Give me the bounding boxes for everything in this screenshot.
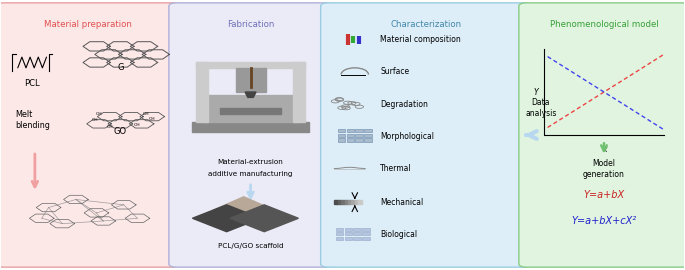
FancyBboxPatch shape: [321, 3, 532, 267]
Bar: [355, 200, 358, 204]
FancyBboxPatch shape: [169, 3, 332, 267]
Bar: [336, 232, 343, 235]
Text: Material-extrusion: Material-extrusion: [218, 159, 284, 165]
Text: Mechanical: Mechanical: [380, 198, 423, 207]
FancyBboxPatch shape: [220, 108, 282, 113]
Text: Material composition: Material composition: [380, 35, 461, 44]
Text: GO: GO: [114, 127, 127, 136]
Text: Y: Y: [534, 87, 538, 96]
Text: OH: OH: [106, 125, 113, 129]
Bar: [362, 232, 370, 235]
Text: Thermal: Thermal: [380, 164, 412, 173]
Text: G: G: [117, 63, 123, 72]
Text: OH: OH: [142, 112, 149, 116]
Text: Data
analysis: Data analysis: [525, 98, 556, 118]
Bar: [347, 139, 354, 142]
FancyBboxPatch shape: [519, 3, 685, 267]
Text: Biological: Biological: [380, 230, 417, 239]
Text: Melt
blending: Melt blending: [16, 110, 51, 130]
Bar: [196, 62, 208, 122]
Text: Model
generation: Model generation: [583, 158, 625, 179]
Bar: [236, 68, 266, 92]
Bar: [196, 62, 306, 68]
Bar: [358, 200, 362, 204]
Bar: [353, 228, 361, 231]
Bar: [338, 139, 345, 142]
Bar: [345, 228, 352, 231]
Bar: [364, 139, 372, 142]
FancyBboxPatch shape: [0, 3, 179, 267]
Bar: [351, 200, 355, 204]
Bar: [336, 228, 343, 231]
Text: Morphological: Morphological: [380, 132, 434, 141]
Bar: [348, 200, 351, 204]
Bar: [356, 129, 363, 132]
Text: OH: OH: [134, 123, 140, 127]
Bar: [338, 134, 345, 137]
Text: Fabrication: Fabrication: [227, 20, 274, 29]
Polygon shape: [192, 205, 261, 232]
Bar: [336, 237, 343, 240]
Text: OH: OH: [92, 118, 98, 122]
Text: PCL: PCL: [24, 79, 39, 89]
Polygon shape: [230, 205, 299, 232]
Bar: [345, 237, 352, 240]
Text: OH: OH: [149, 117, 155, 121]
Text: Y=a+bX: Y=a+bX: [584, 190, 625, 200]
Text: Characterization: Characterization: [390, 20, 462, 29]
Text: OH: OH: [96, 112, 102, 116]
Bar: [353, 232, 361, 235]
FancyBboxPatch shape: [192, 122, 309, 132]
Polygon shape: [213, 197, 275, 224]
Bar: [293, 62, 306, 122]
Text: Surface: Surface: [380, 68, 409, 76]
Bar: [345, 200, 348, 204]
Text: Phenomenological model: Phenomenological model: [549, 20, 658, 29]
Text: Material preparation: Material preparation: [44, 20, 132, 29]
Text: additive manufacturing: additive manufacturing: [208, 171, 292, 177]
Bar: [347, 129, 354, 132]
Text: Y=a+bX+cX²: Y=a+bX+cX²: [571, 216, 636, 226]
Bar: [338, 129, 345, 132]
Bar: [364, 129, 372, 132]
Bar: [347, 134, 354, 137]
FancyBboxPatch shape: [203, 95, 299, 122]
Bar: [334, 200, 338, 204]
Bar: [353, 237, 361, 240]
Bar: [362, 237, 370, 240]
Text: PCL/G/GO scaffold: PCL/G/GO scaffold: [218, 244, 284, 249]
Bar: [356, 139, 363, 142]
Polygon shape: [245, 92, 256, 97]
Bar: [345, 232, 352, 235]
Bar: [341, 200, 345, 204]
Text: Degradation: Degradation: [380, 100, 428, 109]
Bar: [338, 200, 341, 204]
Text: x: x: [601, 145, 606, 154]
Bar: [362, 228, 370, 231]
Bar: [356, 134, 363, 137]
Bar: [364, 134, 372, 137]
